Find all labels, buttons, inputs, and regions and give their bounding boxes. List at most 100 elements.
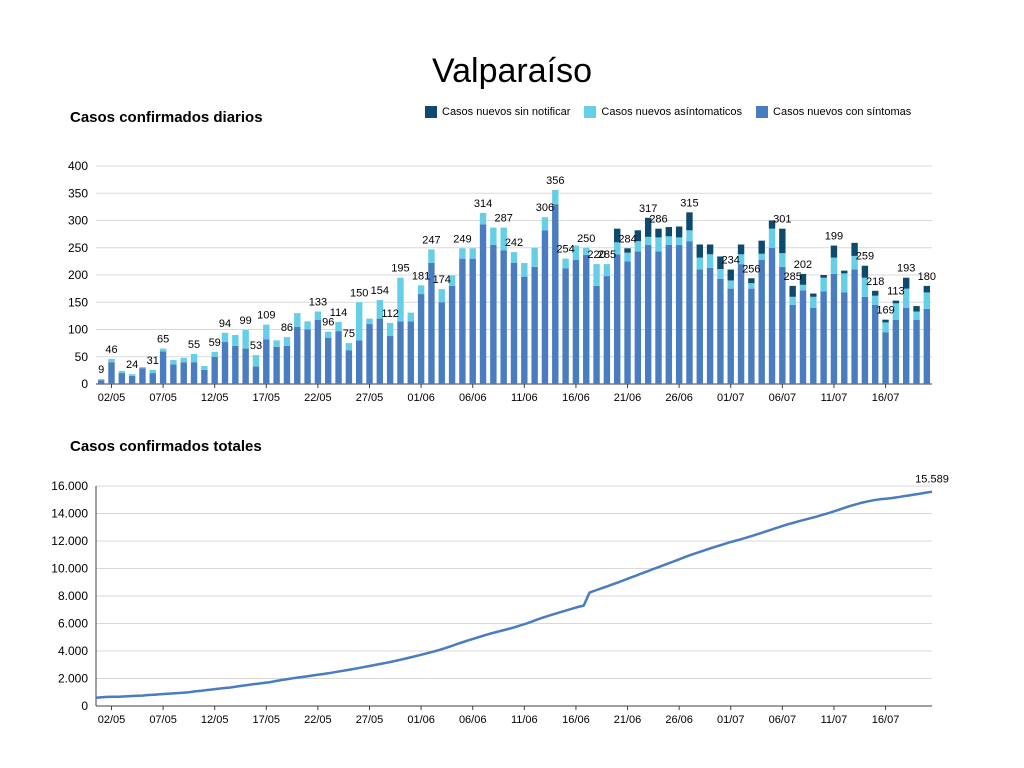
bar-segment-sin-notificar [841,270,848,274]
bar-segment-asintomaticos [252,355,260,367]
bar-segment-sin-notificar [872,290,879,296]
total-cases-line-chart: 0 2.000 4.000 6.000 8.000 10.000 12.000 14.000 1… [51,474,949,726]
x-tick-label: 12/05 [201,714,229,726]
bar-segment-sin-notificar [779,228,786,254]
legend-item-sintomas: Casos nuevos con síntomas [756,106,911,118]
x-tick-label: 17/05 [253,714,281,726]
bar-segment-asintomaticos [397,277,404,322]
bar-segment-sintomas [789,304,796,384]
bar-segment-sin-notificar [737,244,745,255]
bar-segment-sin-notificar [882,319,889,323]
bar-segment-sintomas [386,336,394,384]
y-tick-label: 250 [68,241,88,255]
x-tick-label: 07/05 [149,714,177,726]
bar-segment-sintomas [727,288,734,384]
bar-segment-sintomas [242,348,249,384]
bar-segment-asintomaticos [727,280,734,289]
bar-segment-sintomas [830,273,838,384]
bar-segment-asintomaticos [490,227,497,246]
bar-segment-asintomaticos [768,228,776,248]
page-title: Valparaíso [431,52,593,90]
bar-segment-sintomas [345,350,353,384]
bar-segment-sin-notificar [820,275,827,278]
y-tick-label: 100 [68,323,88,337]
bar-segment-asintomaticos [665,236,673,246]
y-tick-label: 0 [81,377,88,391]
bar-segment-sin-notificar [614,228,621,243]
y-tick-label: 16.000 [51,479,88,493]
bar-segment-asintomaticos [149,369,156,374]
x-tick-label: 02/05 [98,714,126,726]
bar-segment-sintomas [417,294,425,384]
bar-data-label: 286 [649,214,667,226]
bar-segment-sintomas [614,254,621,384]
bar-segment-asintomaticos [593,264,600,286]
bar-segment-asintomaticos [717,269,724,279]
bar-segment-asintomaticos [139,367,146,369]
bar-segment-asintomaticos [201,366,208,370]
bar-segment-sintomas [273,346,280,384]
bar-data-label: 317 [639,203,657,215]
x-tick-label: 01/07 [717,714,745,726]
bar-segment-asintomaticos [799,284,807,291]
x-tick-label: 07/05 [149,392,177,404]
bar-data-label: 242 [505,237,523,249]
bar-data-label: 174 [433,274,451,286]
bar-segment-sin-notificar [706,244,714,255]
bar-segment-asintomaticos [923,292,931,309]
bar-data-label: 285 [598,249,616,261]
x-tick-label: 26/06 [665,714,693,726]
bar-segment-asintomaticos [810,296,817,308]
bar-segment-sintomas [748,288,755,384]
legend-swatch-sintomas [756,106,769,118]
bar-data-label: 193 [897,263,915,275]
bar-segment-sintomas [593,285,600,384]
bar-segment-asintomaticos [789,296,796,305]
bar-segment-asintomaticos [273,340,280,347]
bar-data-label: 250 [577,233,595,245]
bar-segment-sintomas [407,321,414,384]
bar-segment-sintomas [180,362,187,384]
bar-segment-sintomas [851,269,858,384]
bar-segment-sintomas [149,373,156,384]
bar-data-label: 109 [257,310,275,322]
x-tick-label: 06/06 [459,714,487,726]
bar-segment-sintomas [665,245,673,384]
x-tick-label: 27/05 [356,714,384,726]
bar-segment-sintomas [118,373,126,384]
bar-data-label: 133 [309,297,327,309]
bar-data-label: 202 [794,259,812,271]
bar-data-label: 218 [866,276,884,288]
bar-segment-sintomas [108,362,115,384]
bar-segment-asintomaticos [221,332,229,343]
y-tick-label: 4.000 [58,644,88,658]
bar-segment-asintomaticos [479,212,487,225]
bar-segment-sin-notificar [892,300,900,304]
bar-segment-asintomaticos [902,288,910,308]
legend-swatch-asintomaticos [584,106,597,118]
legend-label-sintomas: Casos nuevos con síntomas [773,106,912,118]
bar-data-label: 86 [281,322,293,334]
bar-segment-sintomas [448,285,456,384]
bar-segment-asintomaticos [428,249,435,264]
bar-segment-sin-notificar [810,293,817,297]
bar-segment-sintomas [644,245,652,384]
bar-segment-sintomas [572,259,580,384]
x-tick-label: 21/06 [614,392,642,404]
bar-segment-asintomaticos [448,275,456,286]
y-tick-label: 50 [75,350,89,364]
bar-segment-sintomas [882,332,889,384]
bar-segment-sin-notificar [675,226,683,238]
bar-segment-asintomaticos [510,252,518,264]
bar-segment-sintomas [531,266,538,384]
bar-segment-sin-notificar [861,265,869,278]
y-tick-label: 10.000 [51,562,88,576]
x-tick-label: 22/05 [304,392,332,404]
bar-data-label: 75 [343,328,355,340]
bar-segment-asintomaticos [190,354,198,363]
bar-segment-sintomas [634,251,642,384]
bar-data-label: 150 [350,287,368,299]
bar-segment-sintomas [190,362,198,384]
x-tick-label: 06/07 [769,392,797,404]
bar-segment-asintomaticos [459,248,466,259]
